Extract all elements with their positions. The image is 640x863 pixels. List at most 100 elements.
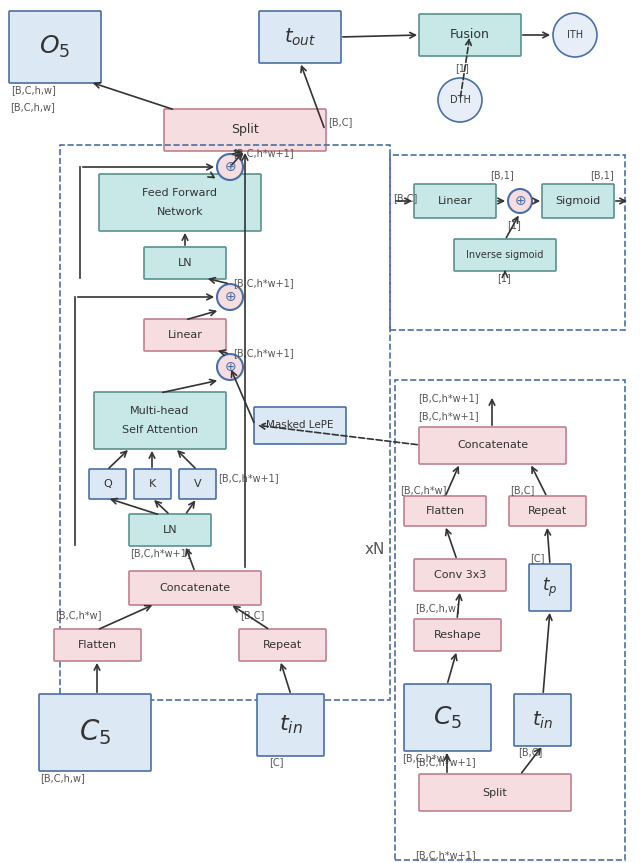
Circle shape bbox=[508, 189, 532, 213]
FancyBboxPatch shape bbox=[254, 407, 346, 444]
Text: [1]: [1] bbox=[455, 63, 469, 73]
Text: [B,C,h*w+1]: [B,C,h*w+1] bbox=[418, 393, 479, 403]
Text: [B,C,h*w+1]: [B,C,h*w+1] bbox=[415, 757, 476, 767]
Circle shape bbox=[217, 354, 243, 380]
FancyBboxPatch shape bbox=[259, 11, 341, 63]
Text: [B,C,h*w+1]: [B,C,h*w+1] bbox=[418, 411, 479, 421]
FancyBboxPatch shape bbox=[99, 174, 261, 231]
FancyBboxPatch shape bbox=[9, 11, 101, 83]
Text: DTH: DTH bbox=[449, 95, 470, 105]
Text: K: K bbox=[149, 479, 156, 489]
FancyBboxPatch shape bbox=[89, 469, 126, 499]
FancyBboxPatch shape bbox=[414, 619, 501, 651]
Text: $t_{out}$: $t_{out}$ bbox=[284, 27, 316, 47]
Text: [B,C,h*w]: [B,C,h*w] bbox=[55, 610, 102, 620]
Text: [B,C]: [B,C] bbox=[240, 610, 264, 620]
Text: $C_5$: $C_5$ bbox=[79, 718, 111, 747]
Text: [B,C,h,w]: [B,C,h,w] bbox=[40, 773, 85, 783]
FancyBboxPatch shape bbox=[164, 109, 326, 151]
Text: LN: LN bbox=[163, 525, 177, 535]
Text: [B,C,h*w+1]: [B,C,h*w+1] bbox=[415, 850, 476, 860]
Text: [B,C,h*w+1]: [B,C,h*w+1] bbox=[233, 348, 294, 358]
Text: Self Attention: Self Attention bbox=[122, 425, 198, 435]
Text: Linear: Linear bbox=[438, 196, 472, 206]
Text: $t_{in}$: $t_{in}$ bbox=[532, 709, 553, 731]
Text: [B,C,h,w]: [B,C,h,w] bbox=[10, 102, 55, 112]
FancyBboxPatch shape bbox=[404, 496, 486, 526]
Text: $\oplus$: $\oplus$ bbox=[224, 160, 236, 174]
FancyBboxPatch shape bbox=[94, 392, 226, 449]
Text: Concatenate: Concatenate bbox=[457, 440, 528, 450]
FancyBboxPatch shape bbox=[514, 694, 571, 746]
Text: [C]: [C] bbox=[269, 757, 284, 767]
Text: Split: Split bbox=[231, 123, 259, 136]
Text: V: V bbox=[194, 479, 202, 489]
Text: Linear: Linear bbox=[168, 330, 202, 340]
Text: [1]: [1] bbox=[507, 220, 521, 230]
Text: Flatten: Flatten bbox=[78, 640, 117, 650]
Text: Sigmoid: Sigmoid bbox=[556, 196, 600, 206]
Bar bbox=[60, 145, 390, 700]
FancyBboxPatch shape bbox=[54, 629, 141, 661]
FancyBboxPatch shape bbox=[179, 469, 216, 499]
FancyBboxPatch shape bbox=[454, 239, 556, 271]
Text: Inverse sigmoid: Inverse sigmoid bbox=[467, 250, 544, 260]
FancyBboxPatch shape bbox=[144, 319, 226, 351]
Text: xN: xN bbox=[365, 543, 385, 557]
Text: Repeat: Repeat bbox=[528, 506, 567, 516]
Text: Masked LePE: Masked LePE bbox=[266, 420, 333, 431]
Circle shape bbox=[553, 13, 597, 57]
FancyBboxPatch shape bbox=[39, 694, 151, 771]
Text: [1]: [1] bbox=[497, 273, 511, 283]
Text: [C]: [C] bbox=[530, 553, 545, 563]
Text: ITH: ITH bbox=[567, 30, 583, 40]
Text: $\oplus$: $\oplus$ bbox=[224, 360, 236, 374]
Text: $t_p$: $t_p$ bbox=[542, 576, 557, 599]
Text: [B,C,h,w]: [B,C,h,w] bbox=[415, 603, 460, 613]
FancyBboxPatch shape bbox=[419, 14, 521, 56]
Circle shape bbox=[217, 154, 243, 180]
Text: $O_5$: $O_5$ bbox=[40, 34, 70, 60]
Text: Reshape: Reshape bbox=[434, 630, 481, 640]
FancyBboxPatch shape bbox=[419, 427, 566, 464]
Text: LN: LN bbox=[178, 258, 192, 268]
Text: Network: Network bbox=[157, 206, 204, 217]
FancyBboxPatch shape bbox=[529, 564, 571, 611]
Text: [B,C,h,w]: [B,C,h,w] bbox=[11, 85, 56, 95]
Text: $\oplus$: $\oplus$ bbox=[514, 194, 526, 208]
Text: [B,1]: [B,1] bbox=[490, 170, 514, 180]
Bar bbox=[395, 380, 625, 860]
FancyBboxPatch shape bbox=[129, 571, 261, 605]
FancyBboxPatch shape bbox=[404, 684, 491, 751]
FancyBboxPatch shape bbox=[134, 469, 171, 499]
Text: Q: Q bbox=[103, 479, 112, 489]
Text: Flatten: Flatten bbox=[426, 506, 465, 516]
Text: [B,1]: [B,1] bbox=[590, 170, 614, 180]
Circle shape bbox=[217, 284, 243, 310]
Text: [B,C]: [B,C] bbox=[328, 117, 353, 127]
Text: [B,C]: [B,C] bbox=[393, 193, 417, 203]
Text: Concatenate: Concatenate bbox=[159, 583, 230, 593]
Text: Split: Split bbox=[483, 788, 508, 797]
Text: $C_5$: $C_5$ bbox=[433, 704, 462, 731]
FancyBboxPatch shape bbox=[129, 514, 211, 546]
FancyBboxPatch shape bbox=[414, 559, 506, 591]
FancyBboxPatch shape bbox=[257, 694, 324, 756]
Text: [B,C]: [B,C] bbox=[510, 485, 534, 495]
Text: [B,C,h*w+1]: [B,C,h*w+1] bbox=[130, 548, 191, 558]
Text: [B,C,h*w]: [B,C,h*w] bbox=[402, 753, 449, 763]
Text: Feed Forward: Feed Forward bbox=[143, 188, 218, 198]
Bar bbox=[390, 155, 625, 330]
Text: Multi-head: Multi-head bbox=[131, 406, 189, 416]
Text: Fusion: Fusion bbox=[450, 28, 490, 41]
Text: $\oplus$: $\oplus$ bbox=[224, 290, 236, 304]
FancyBboxPatch shape bbox=[509, 496, 586, 526]
Circle shape bbox=[438, 78, 482, 122]
FancyBboxPatch shape bbox=[239, 629, 326, 661]
Text: Repeat: Repeat bbox=[263, 640, 302, 650]
FancyBboxPatch shape bbox=[542, 184, 614, 218]
Text: $t_{in}$: $t_{in}$ bbox=[278, 714, 303, 736]
Text: [B,C]: [B,C] bbox=[518, 747, 542, 757]
Text: [B,C,h*w+1]: [B,C,h*w+1] bbox=[218, 473, 278, 483]
Text: [B,C,h*w+1]: [B,C,h*w+1] bbox=[233, 148, 294, 158]
